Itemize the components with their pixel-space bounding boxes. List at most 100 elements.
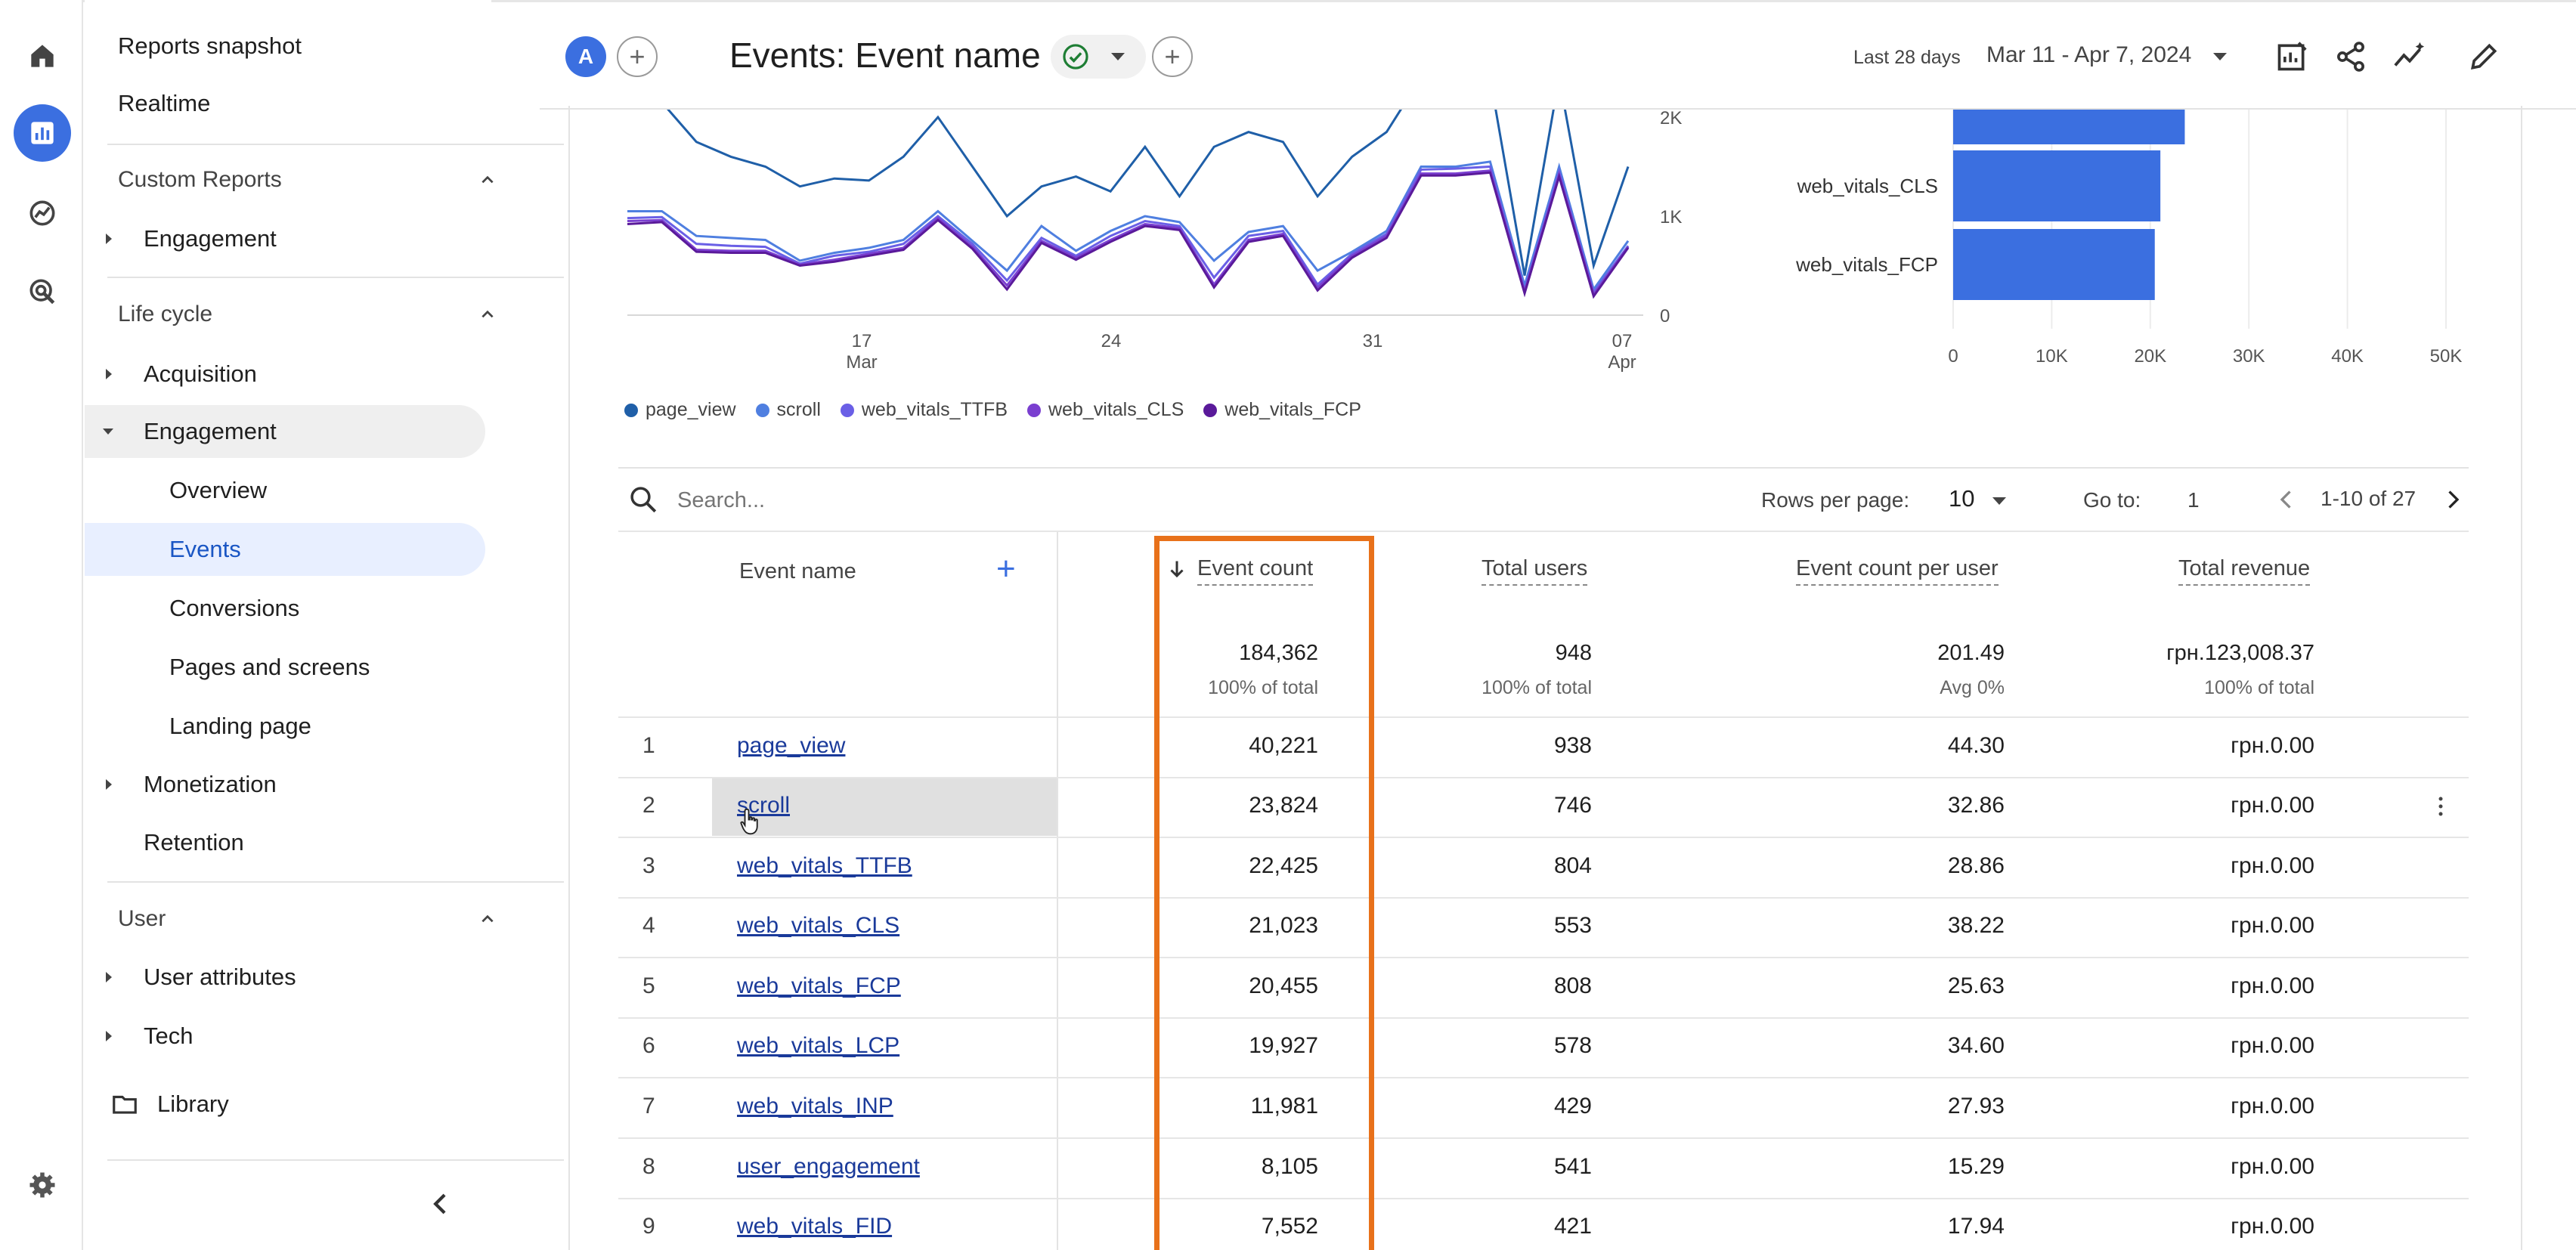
- event-name-link[interactable]: web_vitals_TTFB: [737, 853, 912, 878]
- legend-item[interactable]: page_view: [624, 399, 736, 421]
- bar[interactable]: [1953, 110, 2185, 144]
- column-header-total-revenue[interactable]: Total revenue: [2178, 556, 2311, 586]
- legend-item[interactable]: web_vitals_TTFB: [840, 399, 1008, 421]
- event-count-cell: 19,927: [1249, 1033, 1318, 1058]
- total-revenue-sub: 100% of total: [2204, 677, 2314, 698]
- event-count-cell: 8,105: [1261, 1154, 1318, 1179]
- customize-report-icon[interactable]: [2271, 33, 2313, 80]
- caret-right-icon: [106, 369, 112, 379]
- bar[interactable]: [1953, 229, 2155, 300]
- edit-pencil-icon[interactable]: [2463, 33, 2505, 80]
- event-name-link[interactable]: page_view: [737, 733, 846, 758]
- section-custom-reports[interactable]: Custom Reports: [118, 157, 511, 203]
- sidebar-item-events[interactable]: Events: [85, 523, 485, 576]
- more-vert-icon[interactable]: [2437, 795, 2444, 818]
- sidebar-item-user-attributes[interactable]: User attributes: [85, 951, 485, 1004]
- home-icon[interactable]: [14, 27, 71, 85]
- column-header-event-name[interactable]: Event name: [739, 559, 856, 583]
- sidebar-item-custom-engagement[interactable]: Engagement: [85, 212, 485, 265]
- revenue-cell: грн.0.00: [2231, 853, 2314, 878]
- sidebar-item-retention[interactable]: Retention: [144, 829, 244, 856]
- left-rail: [0, 0, 83, 1250]
- sort-arrow-down-icon[interactable]: [1166, 558, 1188, 580]
- add-dimension-icon[interactable]: +: [996, 550, 1016, 587]
- sidebar-item-pages-and-screens[interactable]: Pages and screens: [169, 654, 370, 680]
- date-range-label: Last 28 days: [1853, 47, 1961, 68]
- sidebar-item-engagement[interactable]: Engagement: [85, 405, 485, 458]
- caret-right-icon: [106, 234, 112, 244]
- y-tick-label: 2K: [1660, 110, 1682, 128]
- add-comparison-icon[interactable]: +: [617, 36, 658, 77]
- legend-item[interactable]: scroll: [755, 399, 821, 421]
- avatar[interactable]: A: [565, 36, 606, 77]
- sidebar-item-library[interactable]: Library: [110, 1078, 488, 1131]
- bar[interactable]: [1953, 150, 2161, 221]
- event-name-link[interactable]: user_engagement: [737, 1154, 920, 1179]
- row-divider: [618, 957, 2469, 958]
- date-caret-icon[interactable]: [2213, 53, 2227, 60]
- event-name-link[interactable]: web_vitals_LCP: [737, 1033, 900, 1058]
- search-input[interactable]: [676, 484, 1129, 517]
- column-header-event-count[interactable]: Event count: [1197, 556, 1314, 586]
- prev-page-icon[interactable]: [2271, 481, 2302, 518]
- event-name-link[interactable]: web_vitals_FID: [737, 1214, 893, 1239]
- caret-down-icon: [103, 429, 113, 435]
- hover-highlight: [712, 777, 1057, 836]
- settings-icon[interactable]: [14, 1156, 71, 1214]
- status-dropdown[interactable]: [1051, 35, 1146, 79]
- sidebar-item-realtime[interactable]: Realtime: [118, 90, 211, 116]
- per-user-cell: 34.60: [1947, 1033, 2005, 1058]
- top-border: [0, 0, 2576, 2]
- row-divider: [618, 1077, 2469, 1078]
- total-users-cell: 746: [1553, 793, 1592, 818]
- insights-icon[interactable]: [2389, 33, 2431, 80]
- table-divider: [618, 467, 2469, 469]
- legend-label: scroll: [776, 399, 821, 420]
- advertising-icon[interactable]: [14, 263, 71, 320]
- reports-icon[interactable]: [14, 104, 71, 162]
- sidebar-item-reports-snapshot[interactable]: Reports snapshot: [118, 32, 302, 59]
- sidebar-item-acquisition[interactable]: Acquisition: [85, 348, 485, 401]
- goto-input[interactable]: 1: [2187, 488, 2200, 512]
- date-range-picker[interactable]: Mar 11 - Apr 7, 2024: [1986, 42, 2192, 67]
- event-name-link[interactable]: web_vitals_CLS: [737, 913, 900, 938]
- legend-item[interactable]: web_vitals_CLS: [1027, 399, 1184, 421]
- revenue-cell: грн.0.00: [2231, 973, 2314, 998]
- sidebar-item-monetization[interactable]: Monetization: [85, 758, 485, 811]
- revenue-cell: грн.0.00: [2231, 1214, 2314, 1239]
- sidebar-item-conversions[interactable]: Conversions: [169, 595, 300, 621]
- event-count-cell: 7,552: [1261, 1214, 1318, 1239]
- column-header-total-users[interactable]: Total users: [1482, 556, 1588, 586]
- y-tick-label: 1K: [1660, 207, 1682, 227]
- event-name-link[interactable]: web_vitals_INP: [737, 1094, 893, 1119]
- next-page-icon[interactable]: [2437, 481, 2469, 518]
- revenue-cell: грн.0.00: [2231, 1094, 2314, 1119]
- legend-item[interactable]: web_vitals_FCP: [1203, 399, 1361, 421]
- sidebar-item-overview[interactable]: Overview: [169, 477, 268, 503]
- bar-category-label: web_vitals_FCP: [1795, 253, 1938, 276]
- caret-down-icon[interactable]: [1992, 497, 2006, 505]
- row-divider: [618, 1198, 2469, 1199]
- folder-icon: [113, 1095, 137, 1114]
- row-divider: [618, 777, 2469, 778]
- section-life-cycle[interactable]: Life cycle: [118, 292, 511, 337]
- collapse-sidebar-icon[interactable]: [428, 1191, 454, 1217]
- sidebar-item-tech[interactable]: Tech: [85, 1010, 485, 1063]
- revenue-cell: грн.0.00: [2231, 733, 2314, 758]
- caret-down-icon: [1111, 53, 1125, 60]
- rows-per-page-label: Rows per page:: [1761, 488, 1910, 512]
- column-header-event-count-per-user[interactable]: Event count per user: [1796, 556, 1999, 586]
- sidebar: Reports snapshot Realtime Custom Reports…: [85, 0, 564, 1250]
- add-filter-icon[interactable]: +: [1152, 36, 1193, 77]
- legend-dot: [1203, 403, 1218, 417]
- explore-icon[interactable]: [14, 184, 71, 242]
- rows-per-page-select[interactable]: 10: [1949, 485, 1975, 512]
- chevron-up-icon: [481, 914, 494, 923]
- total-users: 948: [1555, 641, 1592, 665]
- share-icon[interactable]: [2330, 33, 2372, 80]
- x-tick-label: 10K: [2036, 346, 2068, 367]
- section-user[interactable]: User: [118, 896, 511, 942]
- series-line: [627, 160, 1630, 292]
- sidebar-item-landing-page[interactable]: Landing page: [169, 713, 311, 739]
- event-name-link[interactable]: web_vitals_FCP: [737, 973, 901, 998]
